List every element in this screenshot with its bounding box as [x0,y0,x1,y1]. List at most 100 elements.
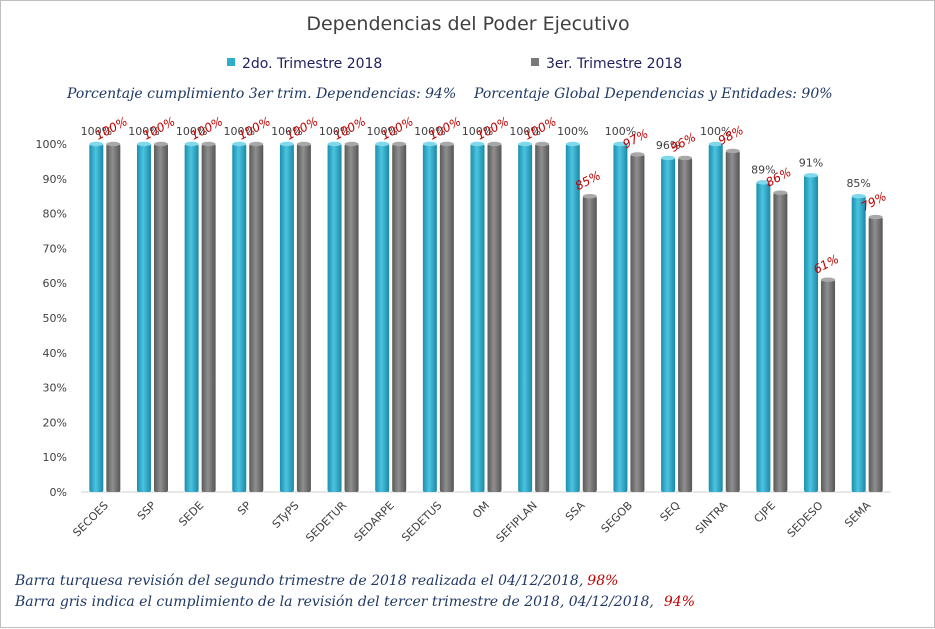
bar-cap-q3 [821,277,836,282]
bar-cap-q3 [535,141,550,147]
legend-swatch-q3 [531,58,539,66]
data-label-q3: 100% [331,114,368,142]
bar-q3-sp [249,144,264,492]
footnote-1-text: Barra turquesa revisión del segundo trim… [14,573,583,589]
bar-cap-q2 [565,141,580,147]
x-tick-label: SEDARPE [352,499,397,544]
bar-q2-sp [232,144,247,492]
legend-label-q2: 2do. Trimestre 2018 [242,56,382,72]
x-axis: SECOES SSP SEDE SP STyPS SEDETUR SEDARPE SEDETU… [70,499,873,545]
x-tick-label: SINTRA [693,499,731,537]
bar-q2-sintra [708,144,723,492]
y-tick-label: 10% [43,451,67,464]
data-label-q2: 100% [414,125,445,138]
y-tick-label: 70% [43,242,67,255]
data-label-q2: 100% [366,125,397,138]
bar-q3-ssa [582,196,597,492]
bar-q3-segob [630,154,645,492]
bar-q3-sedeso [821,279,836,492]
data-label-q2: 89% [751,163,775,176]
bar-q2-ssp [136,144,151,492]
bar-q2-sedetus [422,144,437,492]
bar-q3-om [487,144,502,492]
x-tick-label: SSA [563,499,588,524]
y-tick-label: 80% [43,208,67,221]
bar-cap-q3 [868,214,883,220]
data-label-q2: 100% [224,125,255,138]
bar-q3-secoes [106,144,121,492]
data-label-q3: 100% [379,114,416,142]
bar-q3-sedarpe [392,144,407,492]
bar-cap-q2 [327,141,342,147]
bar-q2-ssa [565,144,580,492]
bar-cap-q3 [249,141,264,147]
subtitle-dependencias: Porcentaje cumplimiento 3er trim. Depend… [66,86,456,102]
bar-q2-sedarpe [375,144,390,492]
bar-cap-q2 [89,141,104,147]
bar-cap-q2 [804,173,819,178]
bar-q2-cjpe [756,182,771,492]
footnote-1-value: 98% [587,573,618,589]
bar-q3-sede [201,144,216,492]
data-label-q2: 96% [656,139,680,152]
bar-cap-q3 [153,141,168,147]
bar-q2-seq [661,157,676,493]
x-tick-label: CJPE [751,499,778,526]
data-label-q3: 79% [859,189,889,214]
data-label-q3: 96% [668,130,698,155]
subtitle-global: Porcentaje Global Dependencias y Entidad… [473,86,833,102]
data-label-q3: 100% [93,114,130,142]
bar-q3-seq [678,157,693,493]
bar-q3-sedetus [439,144,454,492]
bar-q2-sedeso [804,175,819,492]
bar-cap-q2 [756,180,771,185]
bar-cap-q3 [725,148,740,154]
data-label-q2: 100% [128,125,159,138]
bar-q3-cjpe [773,192,788,492]
x-tick-label: STyPS [270,499,302,531]
footnote-2-value: 94% [664,594,695,610]
bar-q2-secoes [89,144,104,492]
x-tick-label: SECOES [70,499,110,539]
data-label-q2: 91% [799,156,823,169]
bar-cap-q2 [708,141,723,147]
y-tick-label: 50% [43,312,67,325]
bar-q2-sedetur [327,144,342,492]
bar-cap-q2 [375,141,390,147]
y-tick-label: 0% [50,486,67,499]
bar-cap-q2 [661,155,676,161]
bar-cap-q2 [184,141,199,147]
x-tick-label: SEGOB [599,499,636,536]
data-label-q2: 100% [557,125,588,138]
bar-cap-q2 [422,141,437,147]
data-label-q2: 100% [319,125,350,138]
bar-cap-q2 [232,141,247,147]
x-tick-label: SEDESO [785,499,826,540]
x-tick-label: SEDE [176,499,206,529]
bar-q3-sedetur [344,144,359,492]
bar-q3-ssp [153,144,168,492]
footnote-2-text: Barra gris indica el cumplimiento de la … [14,594,654,610]
data-label-q3: 100% [188,114,225,142]
bar-q3-sefiplan [535,144,550,492]
bar-cap-q3 [773,190,788,195]
y-tick-label: 90% [43,173,67,186]
data-label-q2: 100% [509,125,540,138]
legend: 2do. Trimestre 2018 3er. Trimestre 2018 [227,56,682,72]
bar-q3-sema [868,217,883,492]
bar-cap-q3 [344,141,359,147]
bar-q2-segob [613,144,628,492]
y-tick-label: 40% [43,347,67,360]
bar-cap-q2 [136,141,151,147]
bar-cap-q3 [487,141,502,147]
bar-cap-q3 [392,141,407,147]
data-label-q2: 100% [271,125,302,138]
data-label-q2: 85% [846,177,870,190]
x-tick-label: OM [470,499,492,521]
data-label-q3: 100% [522,114,559,142]
data-label-q3: 100% [141,114,178,142]
y-tick-label: 60% [43,277,67,290]
bar-cap-q2 [279,141,294,147]
bar-q2-styps [279,144,294,492]
